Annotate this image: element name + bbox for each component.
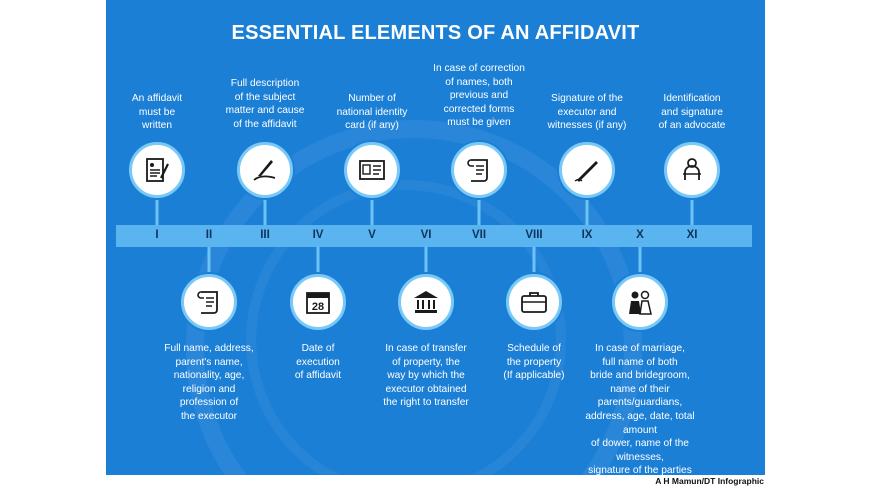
label-element-11: Identification and signature of an advocat… (658, 93, 726, 132)
connector-8 (532, 247, 536, 277)
connector-2 (207, 247, 211, 277)
quill-pen-icon (237, 142, 293, 198)
numeral-10: X (636, 229, 644, 241)
connector-6 (424, 247, 428, 277)
advocate-icon (664, 142, 720, 198)
connector-11 (690, 195, 694, 225)
label-element-3: Full description of the subject matter and… (225, 78, 305, 130)
label-element-8: Schedule of the property (If applicable) (503, 343, 565, 382)
label-element-7: In case of correction of names, both previ… (433, 63, 525, 129)
watermark-seal-inner (246, 180, 566, 475)
label-element-1: An affidavit must be written (131, 93, 183, 132)
written-document-icon (129, 142, 185, 198)
calendar-day: 28 (312, 301, 324, 313)
label-element-9: Signature of the executor and witnesses (i… (547, 93, 627, 132)
briefcase-icon (506, 274, 562, 330)
numeral-5: V (368, 229, 376, 241)
label-element-2: Full name, address, parent's name, nationa… (164, 343, 254, 422)
connector-5 (370, 195, 374, 225)
connector-9 (585, 195, 589, 225)
timeline-bar (116, 225, 752, 247)
courthouse-icon (398, 274, 454, 330)
connector-1 (155, 195, 159, 225)
numeral-6: VI (420, 229, 432, 241)
connector-4 (316, 247, 320, 277)
numeral-8: VIII (525, 229, 543, 241)
numeral-7: VII (471, 229, 487, 241)
scroll-document-icon (181, 274, 237, 330)
numeral-11: XI (686, 229, 698, 241)
infographic-credit: A H Mamun/DT Infographic (655, 476, 764, 486)
connector-10 (638, 247, 642, 277)
id-card-icon (344, 142, 400, 198)
calendar-icon: 28 (290, 274, 346, 330)
pen-signature-icon (559, 142, 615, 198)
numeral-9: IX (581, 229, 593, 241)
label-element-6: In case of transfer of property, the way b… (383, 343, 469, 409)
infographic-panel: ESSENTIAL ELEMENTS OF AN AFFIDAVIT An af… (106, 0, 765, 475)
numeral-3: III (260, 229, 270, 241)
numeral-1: I (155, 229, 159, 241)
bride-groom-icon (612, 274, 668, 330)
label-element-5: Number of national identity card (if any) (336, 93, 408, 132)
scroll-icon (451, 142, 507, 198)
connector-7 (477, 195, 481, 225)
numeral-2: II (205, 229, 213, 241)
label-element-10: In case of marriage, full name of both bri… (585, 343, 695, 475)
infographic-title: ESSENTIAL ELEMENTS OF AN AFFIDAVIT (231, 22, 640, 44)
numeral-4: IV (312, 229, 324, 241)
connector-3 (263, 195, 267, 225)
label-element-4: Date of execution of affidavit (294, 343, 342, 382)
